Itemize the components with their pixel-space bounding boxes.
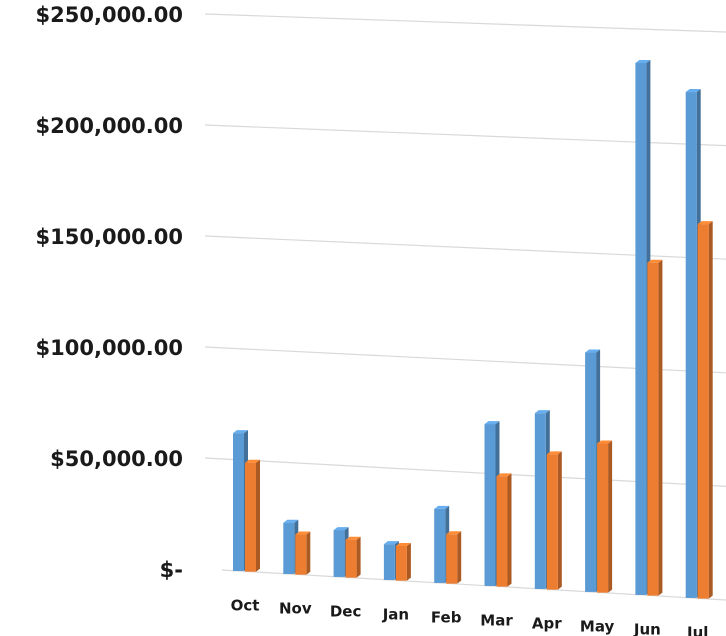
bar-top xyxy=(245,459,260,463)
x-tick-label: Feb xyxy=(431,608,462,626)
gridline xyxy=(221,569,726,601)
x-tick-label: May xyxy=(580,617,615,635)
x-tick-label: Dec xyxy=(330,602,362,620)
bar-front xyxy=(585,352,597,592)
bar-top xyxy=(597,440,613,444)
bar-front xyxy=(395,545,407,581)
y-tick-label: $50,000.00 xyxy=(50,447,183,471)
bar xyxy=(647,259,663,596)
bar-side xyxy=(608,440,613,593)
bar-top xyxy=(295,531,311,535)
bar xyxy=(697,221,713,599)
bar xyxy=(345,536,361,578)
bar-side xyxy=(557,451,562,590)
bar-side xyxy=(708,221,713,599)
bar xyxy=(446,531,462,584)
bar-front xyxy=(534,413,546,589)
bar-top xyxy=(395,542,411,546)
bar-top xyxy=(496,473,512,477)
bar-side xyxy=(306,531,311,575)
bar-side xyxy=(457,531,462,584)
bar-top xyxy=(697,221,713,225)
bar-front xyxy=(484,424,496,586)
x-tick-label: Nov xyxy=(279,599,312,617)
y-tick-label: $100,000.00 xyxy=(36,336,183,360)
bar-front xyxy=(283,522,295,574)
bar-top xyxy=(345,536,361,540)
bar xyxy=(597,440,613,593)
bar-front xyxy=(597,443,609,593)
bar-top xyxy=(434,505,450,509)
bar-side xyxy=(406,542,411,581)
bar-front xyxy=(446,534,458,584)
bar-front xyxy=(295,534,307,575)
bar xyxy=(295,531,311,575)
bar-side xyxy=(507,473,512,587)
bar-top xyxy=(446,531,462,535)
bar xyxy=(395,542,411,581)
x-tick-label: Mar xyxy=(480,611,513,629)
y-tick-label: $150,000.00 xyxy=(36,225,183,249)
bar xyxy=(546,451,562,590)
bar-top xyxy=(546,451,562,455)
bar-top xyxy=(333,527,349,531)
gridline xyxy=(204,13,726,33)
bar-top xyxy=(685,89,701,93)
bar-top xyxy=(484,421,500,425)
x-tick-label: Jul xyxy=(686,623,708,636)
bar-top xyxy=(635,60,651,64)
bar xyxy=(245,459,260,572)
x-tick-label: Apr xyxy=(532,614,562,632)
bar-top xyxy=(534,410,550,414)
bars xyxy=(233,60,713,599)
bar-front xyxy=(233,433,244,571)
bar-top xyxy=(383,541,399,545)
bar-front xyxy=(697,224,709,599)
x-tick-label: Jun xyxy=(633,620,661,636)
bar-side xyxy=(658,259,663,596)
bar-front xyxy=(345,539,357,578)
x-axis-ticks: Oct Nov Dec Jan Feb Mar Apr May Jun Jul xyxy=(231,596,709,636)
bar-top xyxy=(283,519,299,523)
bar-top xyxy=(233,430,248,434)
bar-front xyxy=(496,476,508,587)
y-tick-label: $- xyxy=(160,558,183,582)
bar-front xyxy=(635,63,647,595)
bar-front xyxy=(333,530,345,577)
y-tick-label: $250,000.00 xyxy=(36,3,183,27)
bar-front xyxy=(546,454,558,590)
bar-side xyxy=(356,536,361,578)
bar xyxy=(496,473,512,587)
y-tick-label: $200,000.00 xyxy=(36,114,183,138)
bar-top xyxy=(647,259,663,263)
gridlines xyxy=(204,13,726,601)
x-tick-label: Oct xyxy=(231,596,260,614)
bar-front xyxy=(434,508,446,583)
bar-front xyxy=(647,262,659,596)
x-tick-label: Jan xyxy=(382,605,409,623)
bar-front xyxy=(245,462,256,572)
bar-top xyxy=(585,349,601,353)
y-axis-ticks: $- $50,000.00 $100,000.00 $150,000.00 $200,0… xyxy=(36,3,183,582)
bar-front xyxy=(685,92,697,598)
bar-front xyxy=(383,544,395,580)
bar-side xyxy=(256,459,260,572)
